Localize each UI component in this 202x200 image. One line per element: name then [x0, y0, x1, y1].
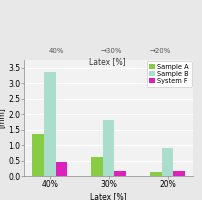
Legend: Sample A, Sample B, System F: Sample A, Sample B, System F	[146, 61, 190, 87]
Bar	[114, 171, 126, 176]
Bar	[161, 148, 173, 176]
Bar	[44, 72, 55, 176]
Bar	[173, 171, 184, 176]
X-axis label: Latex [%]: Latex [%]	[90, 192, 126, 200]
Text: 40%: 40%	[49, 48, 64, 54]
Text: →30%: →30%	[100, 48, 122, 54]
Y-axis label: [mm]: [mm]	[0, 108, 5, 128]
Bar	[90, 157, 102, 176]
Bar	[102, 120, 114, 176]
Text: Latex [%]: Latex [%]	[89, 57, 125, 66]
Text: →20%: →20%	[149, 48, 170, 54]
Bar	[149, 172, 161, 176]
Bar	[32, 134, 44, 176]
Bar	[55, 162, 67, 176]
